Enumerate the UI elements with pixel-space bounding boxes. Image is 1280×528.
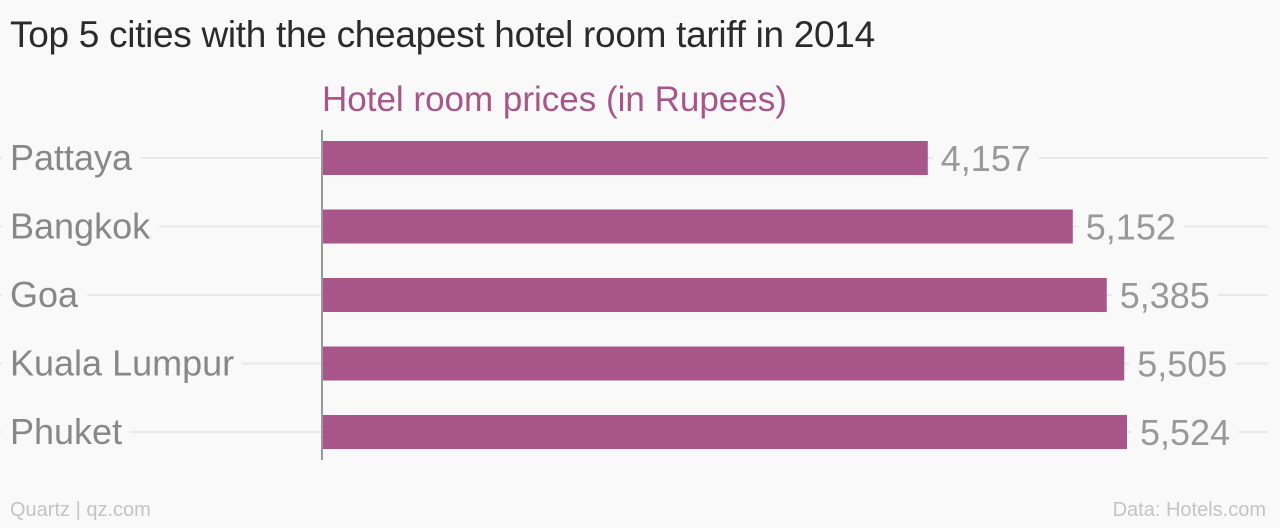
label-background — [932, 138, 1039, 179]
bar — [322, 346, 1125, 381]
value-label: 5,524 — [1140, 412, 1230, 453]
chart-subtitle: Hotel room prices (in Rupees) — [322, 80, 787, 119]
label-background — [2, 274, 88, 315]
label-background — [1077, 206, 1184, 248]
footer-source: Data: Hotels.com — [1112, 499, 1266, 521]
category-label: Bangkok — [10, 206, 151, 247]
value-label: 4,157 — [941, 138, 1031, 179]
label-background — [1129, 343, 1236, 385]
label-background — [1111, 275, 1218, 316]
label-background — [2, 411, 131, 452]
bar — [322, 141, 928, 175]
category-label: Pattaya — [10, 137, 133, 178]
category-label: Goa — [10, 274, 79, 315]
value-label: 5,505 — [1137, 344, 1227, 385]
bar — [322, 415, 1127, 449]
label-background — [1132, 412, 1239, 453]
label-background — [2, 342, 243, 384]
label-background — [2, 137, 142, 178]
bar — [322, 278, 1107, 312]
bar — [322, 209, 1073, 244]
value-label: 5,152 — [1086, 207, 1176, 248]
category-label: Phuket — [10, 411, 122, 452]
category-label: Kuala Lumpur — [10, 343, 234, 384]
label-background — [2, 205, 160, 247]
footer-credit: Quartz | qz.com — [10, 499, 151, 521]
chart-title: Top 5 cities with the cheapest hotel roo… — [10, 14, 875, 55]
value-label: 5,385 — [1120, 275, 1210, 316]
